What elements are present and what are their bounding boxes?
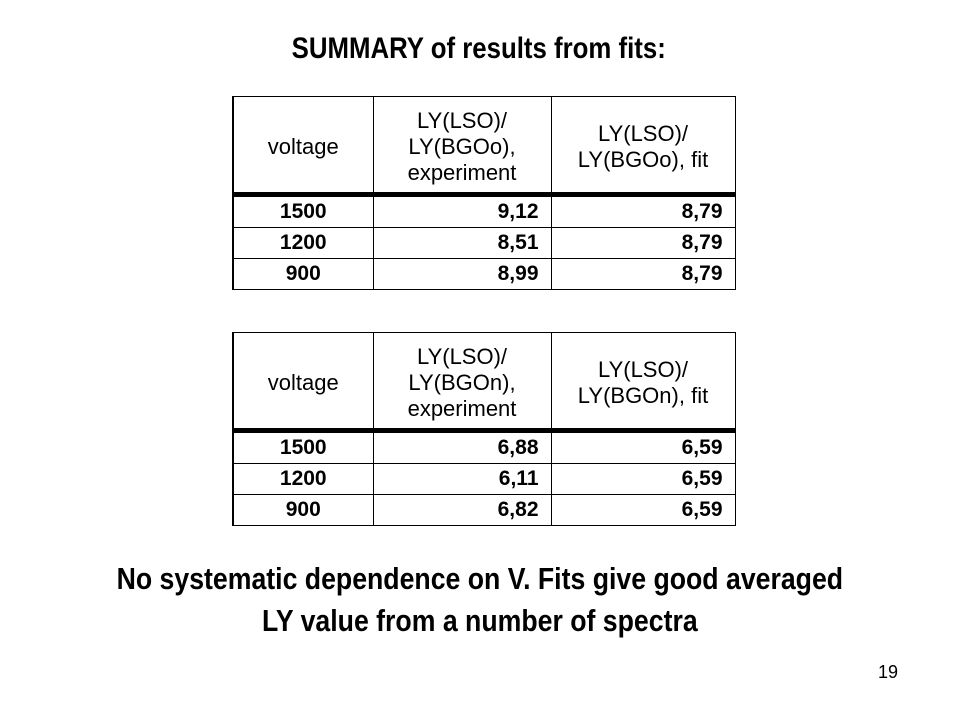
results-table-bgon: voltage LY(LSO)/ LY(BGOn), experiment LY… bbox=[232, 332, 736, 526]
table-row: 1500 9,12 8,79 bbox=[232, 196, 736, 228]
cell-fit: 8,79 bbox=[550, 196, 736, 228]
cell-voltage: 900 bbox=[232, 494, 374, 526]
cell-experiment: 8,99 bbox=[372, 258, 552, 290]
cell-voltage: 1500 bbox=[232, 432, 374, 464]
header-line: LY(BGOn), fit bbox=[577, 382, 709, 408]
header-line: LY(LSO)/ bbox=[597, 356, 689, 382]
cell-experiment: 9,12 bbox=[372, 196, 552, 228]
header-voltage: voltage bbox=[232, 332, 374, 433]
conclusion-text: No systematic dependence on V. Fits give… bbox=[67, 558, 893, 642]
cell-voltage: 900 bbox=[232, 258, 374, 290]
header-line: LY(LSO)/ bbox=[416, 107, 508, 133]
header-line: LY(BGOn), bbox=[408, 369, 516, 395]
header-voltage: voltage bbox=[232, 96, 374, 197]
cell-fit: 6,59 bbox=[550, 432, 736, 464]
page-number: 19 bbox=[877, 662, 898, 682]
cell-experiment: 6,11 bbox=[372, 463, 552, 495]
header-line: LY(BGOo), fit bbox=[577, 146, 709, 172]
cell-experiment: 6,88 bbox=[372, 432, 552, 464]
header-line: experiment bbox=[407, 395, 517, 421]
cell-fit: 6,59 bbox=[550, 494, 736, 526]
conclusion-line: No systematic dependence on V. Fits give… bbox=[116, 561, 844, 596]
header-experiment: LY(LSO)/ LY(BGOo), experiment bbox=[372, 96, 552, 197]
header-line: LY(LSO)/ bbox=[416, 343, 508, 369]
header-line: LY(BGOo), bbox=[408, 133, 516, 159]
conclusion-line: LY value from a number of spectra bbox=[262, 603, 698, 638]
cell-fit: 8,79 bbox=[550, 227, 736, 259]
cell-voltage: 1200 bbox=[232, 227, 374, 259]
header-experiment: LY(LSO)/ LY(BGOn), experiment bbox=[372, 332, 552, 433]
table-row: 1200 6,11 6,59 bbox=[232, 463, 736, 495]
table-row: 900 8,99 8,79 bbox=[232, 258, 736, 290]
cell-voltage: 1200 bbox=[232, 463, 374, 495]
table-row: 1200 8,51 8,79 bbox=[232, 227, 736, 259]
cell-experiment: 8,51 bbox=[372, 227, 552, 259]
cell-voltage: 1500 bbox=[232, 196, 374, 228]
header-fit: LY(LSO)/ LY(BGOo), fit bbox=[550, 96, 736, 197]
cell-fit: 8,79 bbox=[550, 258, 736, 290]
cell-experiment: 6,82 bbox=[372, 494, 552, 526]
results-table-bgoo: voltage LY(LSO)/ LY(BGOo), experiment LY… bbox=[232, 96, 736, 290]
table-row: 1500 6,88 6,59 bbox=[232, 432, 736, 464]
table-header-row: voltage LY(LSO)/ LY(BGOn), experiment LY… bbox=[232, 332, 736, 433]
header-line: LY(LSO)/ bbox=[597, 120, 689, 146]
header-fit: LY(LSO)/ LY(BGOn), fit bbox=[550, 332, 736, 433]
slide-title: SUMMARY of results from fits: bbox=[291, 32, 666, 65]
cell-fit: 6,59 bbox=[550, 463, 736, 495]
table-row: 900 6,82 6,59 bbox=[232, 494, 736, 526]
table-header-row: voltage LY(LSO)/ LY(BGOo), experiment LY… bbox=[232, 96, 736, 197]
header-line: experiment bbox=[407, 159, 517, 185]
